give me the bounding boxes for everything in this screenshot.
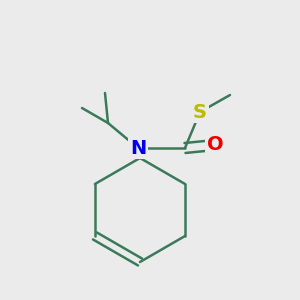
- Text: S: S: [193, 103, 207, 122]
- Text: N: N: [130, 139, 146, 158]
- Text: O: O: [207, 136, 223, 154]
